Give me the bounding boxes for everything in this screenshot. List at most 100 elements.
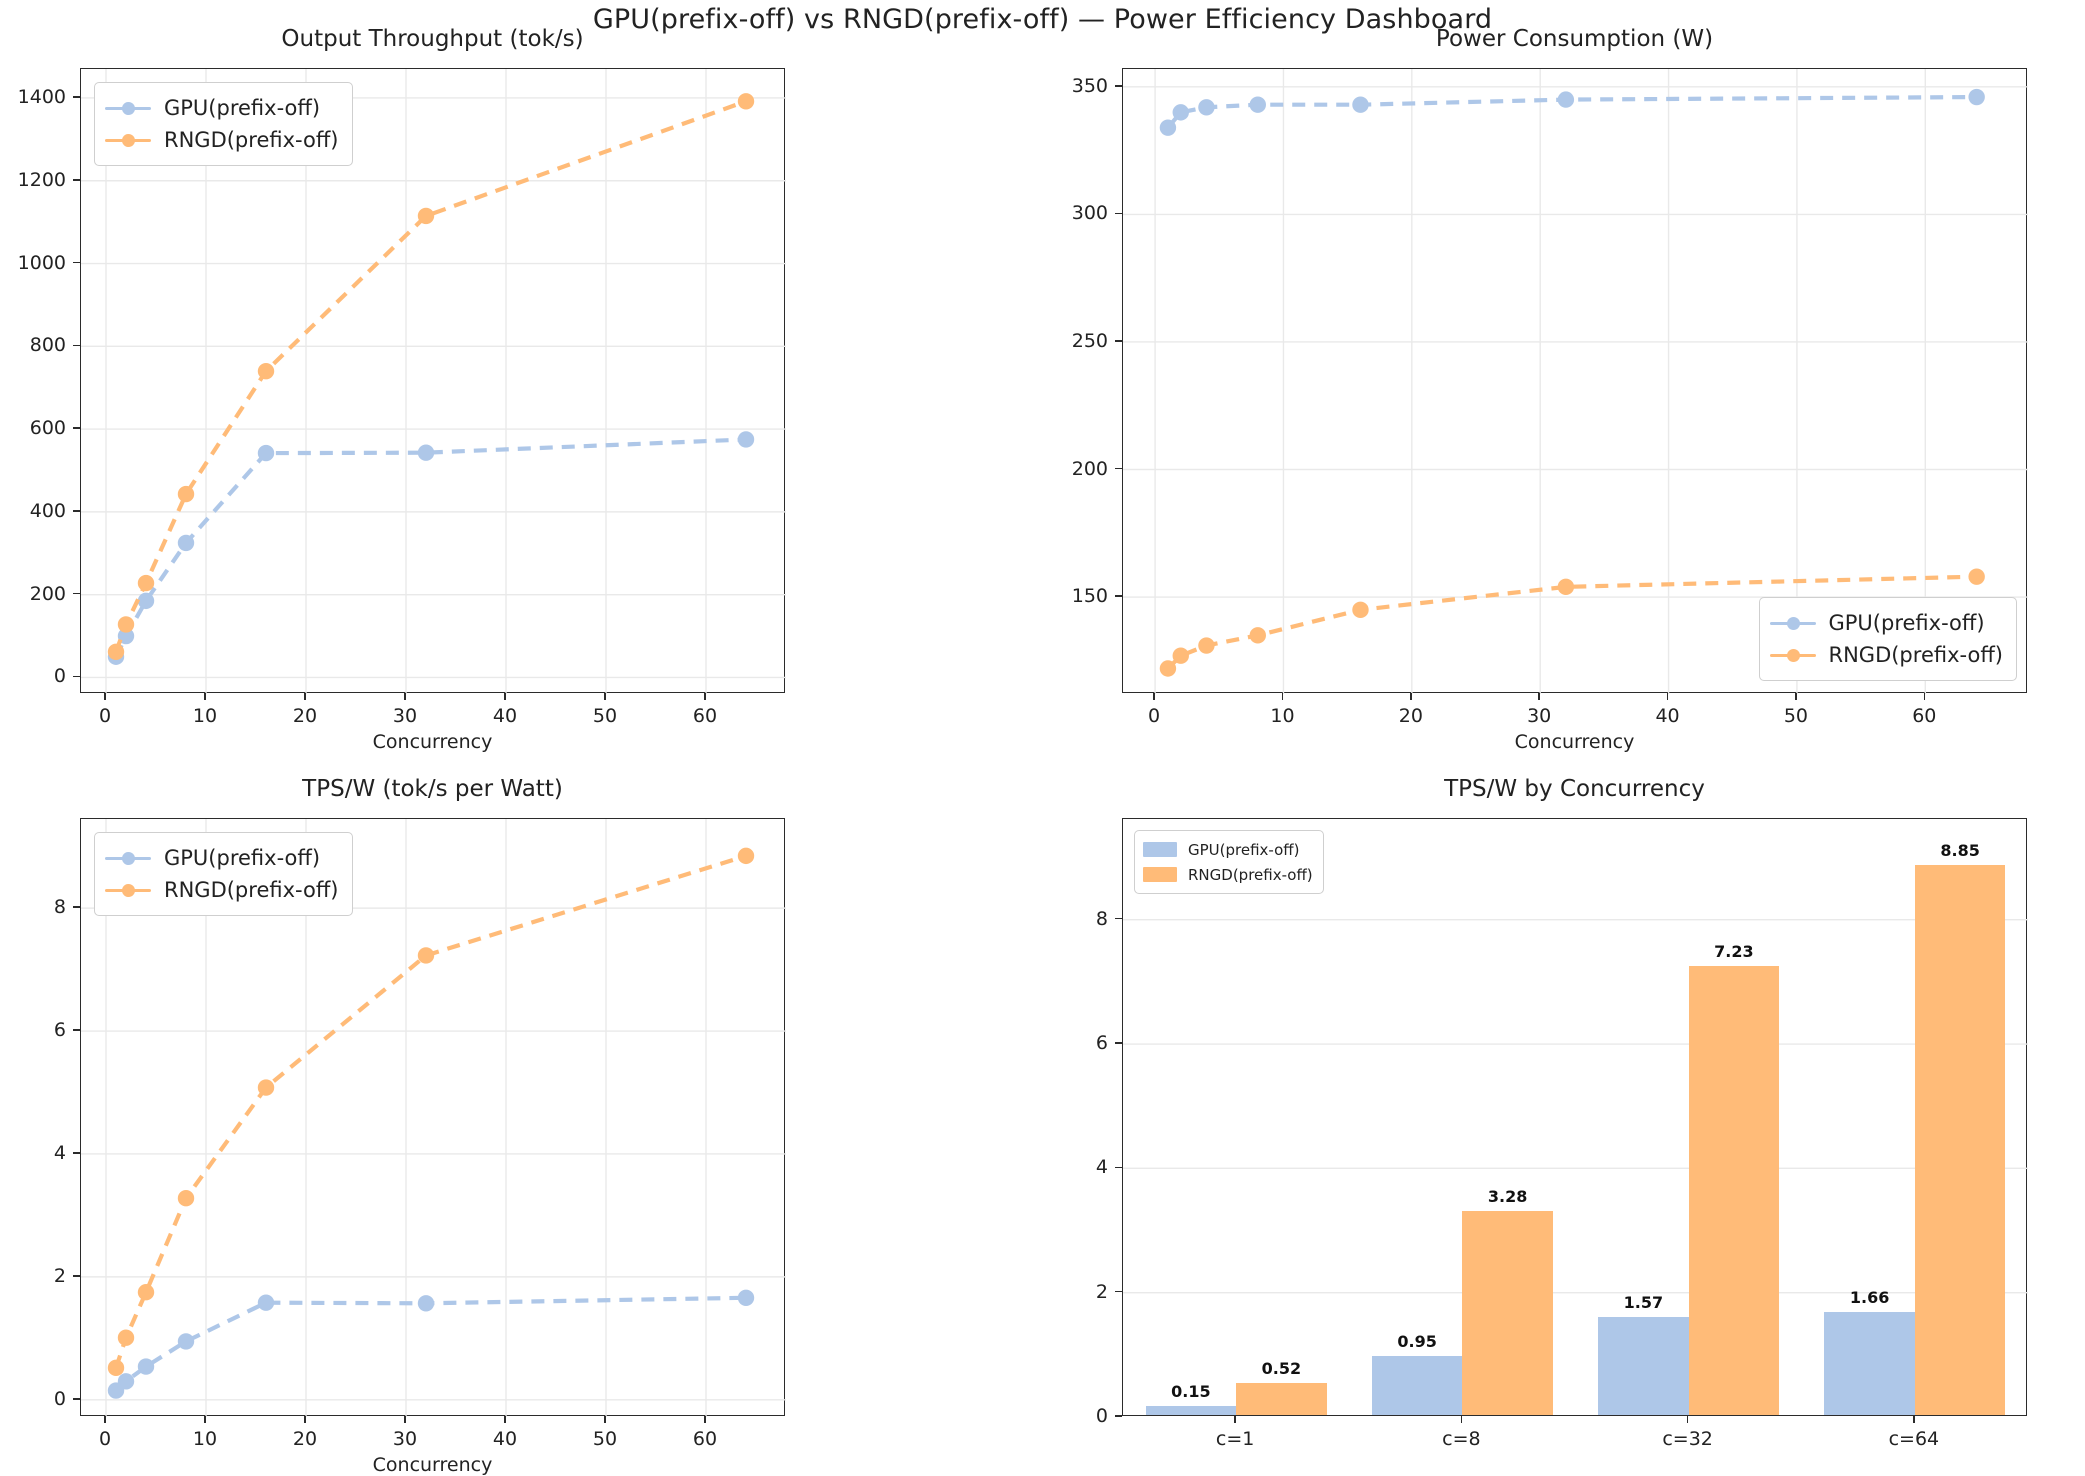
- plot-lines: [81, 69, 786, 694]
- y-tick-label: 1400: [17, 85, 66, 108]
- y-tick: [73, 344, 80, 347]
- y-tick: [1115, 1042, 1122, 1044]
- x-tick-label: 60: [692, 705, 718, 727]
- y-tick-label: 300: [1071, 202, 1108, 225]
- y-tick-label: 4: [53, 1141, 66, 1164]
- bar-value-label: 1.66: [1849, 1287, 1890, 1307]
- y-tick-label: 8: [1095, 907, 1108, 930]
- x-tick: [1923, 693, 1926, 700]
- bar-rngd: [1914, 864, 2006, 1415]
- bar-gpu: [1824, 1311, 1915, 1415]
- legend-label-rngd: RNGD(prefix-off): [164, 128, 339, 152]
- x-tick: [604, 1416, 606, 1423]
- panel-title-tps-per-watt-bars: TPS/W by Concurrency: [1444, 776, 1705, 802]
- y-tick-label: 1000: [17, 251, 66, 274]
- plot-lines: [1123, 69, 2028, 694]
- x-tick-label: 20: [292, 1428, 318, 1450]
- y-tick-label: 250: [1071, 329, 1108, 352]
- bar-gpu: [1145, 1405, 1237, 1415]
- x-tick: [204, 1416, 206, 1423]
- x-tick-label: 20: [292, 705, 318, 727]
- x-tick: [404, 693, 406, 700]
- x-tick: [504, 693, 506, 700]
- bar-value-label: 0.15: [1171, 1381, 1211, 1401]
- panel-power-consumption: Power Consumption (W) 0 10 20 30 40 50 60 150 20…: [1072, 26, 2028, 753]
- x-tick: [104, 1416, 106, 1423]
- x-tick-label: 10: [192, 705, 218, 727]
- x-tick-label: 50: [592, 705, 618, 727]
- x-tick-label-category: c=1: [1215, 1428, 1255, 1450]
- x-tick: [704, 1416, 706, 1423]
- y-tick: [1115, 1290, 1122, 1293]
- bar-rngd: [1462, 1211, 1553, 1415]
- y-tick-label: 400: [29, 499, 66, 522]
- y-tick-label: 150: [1071, 585, 1108, 608]
- legend-tps-per-watt-bars: GPU(prefix-off) RNGD(prefix-off): [1134, 830, 1324, 894]
- bar-gpu: [1598, 1317, 1689, 1415]
- y-tick-label: 2: [1095, 1280, 1108, 1303]
- x-tick-label: 30: [392, 705, 418, 727]
- panel-tps-per-watt: TPS/W (tok/s per Watt) 0 10 20 30 40 50 60 0 2 4 6…: [54, 776, 786, 1476]
- y-tick: [1115, 1166, 1122, 1169]
- x-tick-label: 0: [98, 705, 112, 727]
- legend-label-rngd: RNGD(prefix-off): [1828, 643, 2004, 667]
- x-tick: [704, 693, 706, 700]
- x-tick: [204, 693, 206, 700]
- x-tick: [1795, 693, 1797, 700]
- x-tick-label: 20: [1398, 705, 1423, 727]
- y-tick: [73, 427, 80, 429]
- bar-value-label: 8.85: [1940, 840, 1980, 860]
- bar-gridlines: [1123, 919, 2028, 1294]
- line-marker-icon: [105, 849, 151, 867]
- bar-value-label: 0.95: [1397, 1331, 1437, 1351]
- line-marker-icon: [1769, 646, 1816, 664]
- y-tick-label: 200: [29, 582, 66, 605]
- y-tick-label: 350: [1071, 74, 1108, 97]
- axes-output-throughput: [80, 68, 786, 694]
- x-tick: [1234, 1416, 1236, 1423]
- y-tick: [1115, 85, 1122, 87]
- y-tick-label: 800: [29, 334, 66, 357]
- y-tick-label: 2: [53, 1264, 66, 1287]
- bar-gpu: [1371, 1355, 1463, 1415]
- panel-title-power-consumption: Power Consumption (W): [1435, 26, 1714, 52]
- x-tick: [1460, 1416, 1463, 1423]
- y-tick: [1115, 212, 1122, 215]
- legend-item-rngd: RNGD(prefix-off): [105, 124, 339, 156]
- x-tick-label-category: c=8: [1442, 1428, 1481, 1450]
- x-tick-label: 30: [1527, 705, 1552, 727]
- x-tick: [304, 693, 306, 700]
- axes-tps-per-watt-bars: 0.15 0.52 0.95 3.28 1.57 7.23 1.66 8.85: [1122, 818, 2028, 1416]
- x-tick: [404, 1416, 406, 1423]
- bar-value-label: 1.57: [1623, 1293, 1664, 1313]
- legend-item-rngd: RNGD(prefix-off): [105, 874, 339, 906]
- color-swatch-icon: [1143, 867, 1177, 882]
- legend-item-rngd: RNGD(prefix-off): [1143, 862, 1313, 887]
- bar-rngd: [1688, 965, 1780, 1415]
- y-tick-label: 1200: [17, 168, 66, 191]
- legend-output-throughput: GPU(prefix-off) RNGD(prefix-off): [94, 82, 353, 166]
- axes-power-consumption: [1122, 68, 2028, 694]
- y-tick: [73, 1029, 80, 1031]
- panel-title-tps-per-watt: TPS/W (tok/s per Watt): [302, 776, 563, 802]
- x-tick-label: 0: [98, 1428, 112, 1450]
- line-marker-icon: [1769, 614, 1816, 632]
- x-tick: [1538, 693, 1540, 700]
- x-tick-label: 10: [1270, 705, 1295, 727]
- x-tick-label: 0: [1148, 705, 1161, 727]
- panel-tps-per-watt-bars: TPS/W by Concurrency 0.15 0.52 0.95 3.28 1.5…: [1096, 776, 2028, 1450]
- line-marker-icon: [105, 99, 151, 117]
- panel-title-output-throughput: Output Throughput (tok/s): [281, 26, 584, 52]
- x-tick: [1410, 693, 1412, 700]
- xaxis-label-output-throughput: Concurrency: [372, 731, 493, 753]
- y-tick: [73, 1275, 80, 1277]
- x-tick-label: 40: [492, 705, 518, 727]
- y-tick: [1115, 595, 1122, 597]
- x-tick: [1153, 693, 1155, 700]
- x-tick-label: 60: [1912, 705, 1937, 727]
- x-tick: [1913, 1416, 1915, 1423]
- x-tick: [304, 1416, 306, 1423]
- x-tick-label-category: c=64: [1888, 1428, 1940, 1450]
- y-tick-label: 6: [53, 1019, 66, 1042]
